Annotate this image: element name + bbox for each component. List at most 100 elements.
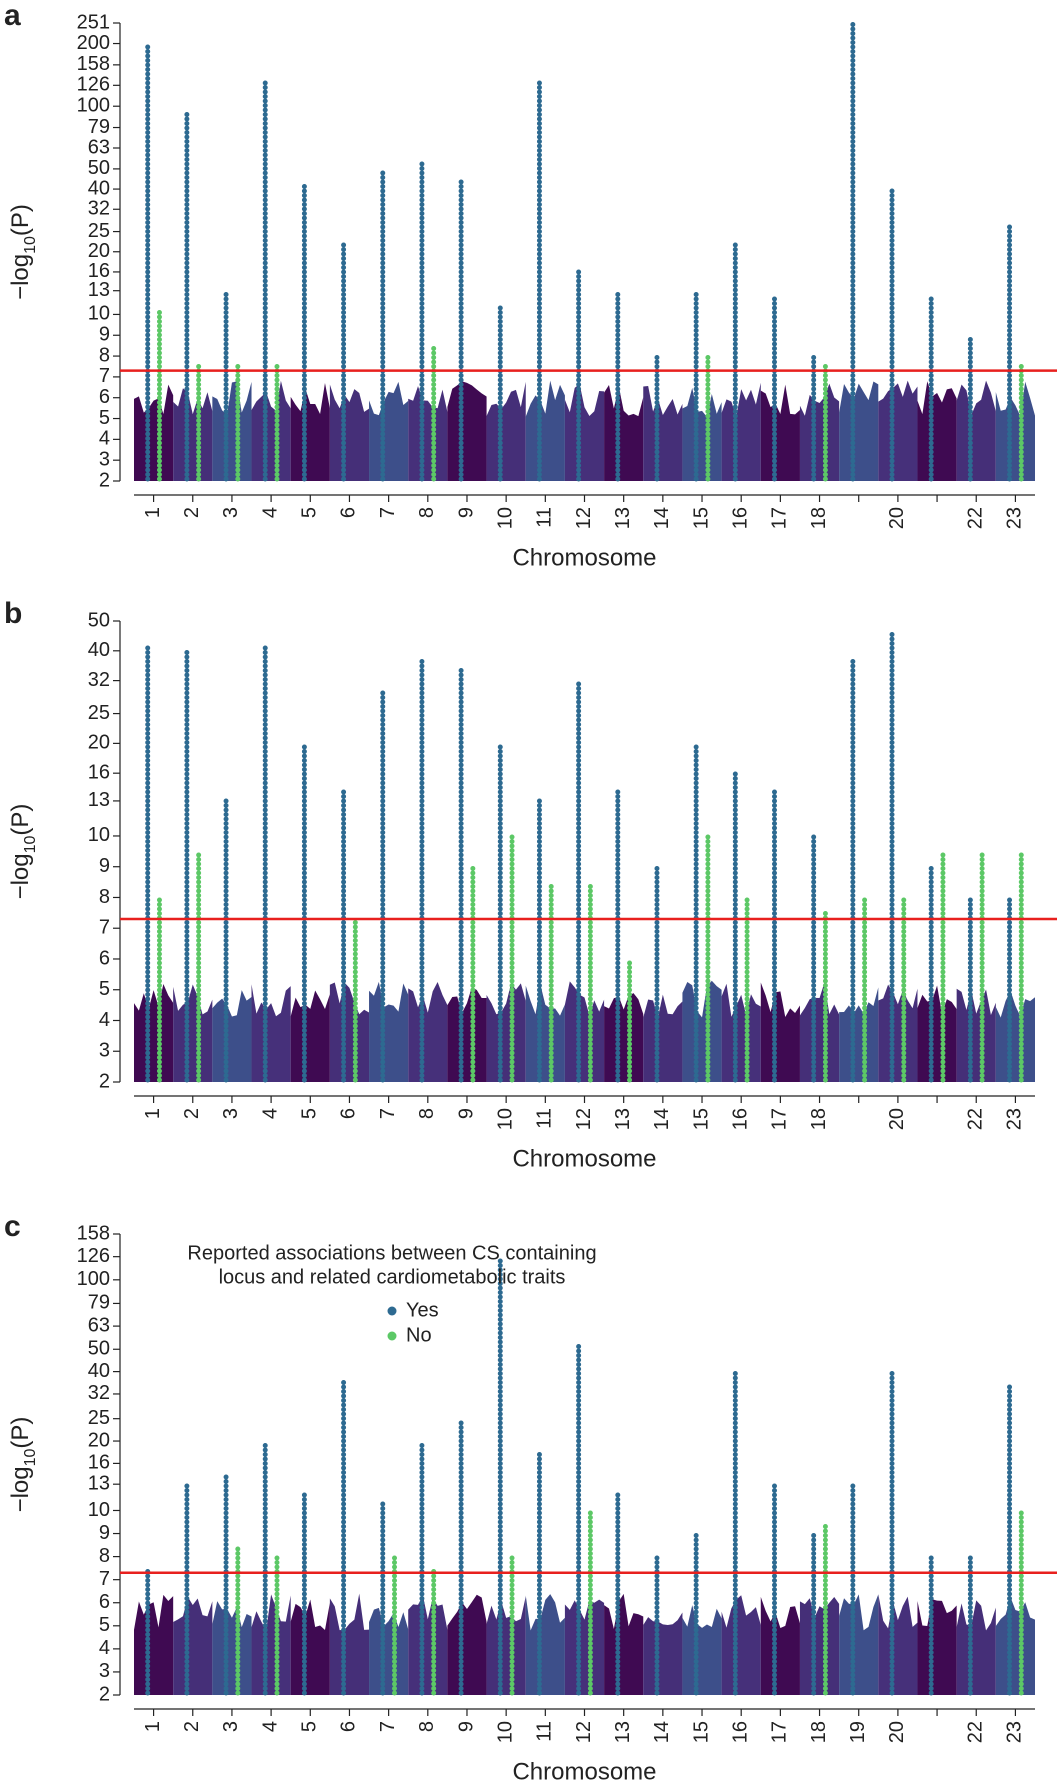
y-tick-label: 63	[88, 1314, 110, 1336]
x-tick-label: 14	[651, 507, 673, 529]
background-points	[995, 990, 1035, 1082]
y-tick-label: 2	[99, 469, 110, 491]
y-tick-label: 16	[88, 260, 110, 282]
y-tick-label: 20	[88, 240, 110, 262]
y-tick-label: 20	[88, 1429, 110, 1451]
y-label-part: −log	[7, 254, 34, 300]
panel-letter: b	[4, 597, 22, 630]
y-tick-label: 13	[88, 789, 110, 811]
y-tick-label: 8	[99, 1545, 110, 1567]
panel-letter: c	[4, 1210, 21, 1243]
x-tick-label: 5	[299, 507, 321, 518]
x-tick-label: 14	[651, 1108, 673, 1130]
background-points	[447, 381, 487, 481]
x-tick-label: 7	[377, 1108, 399, 1119]
background-points	[799, 982, 840, 1082]
x-tick-label: 13	[612, 1108, 634, 1130]
background-points	[643, 385, 683, 481]
background-points	[212, 381, 252, 481]
x-tick-label: 6	[338, 1721, 360, 1732]
background-points	[721, 1595, 761, 1695]
x-tick-label: 10	[494, 507, 516, 529]
background-points	[995, 381, 1035, 481]
background-points	[643, 1612, 683, 1695]
background-points	[173, 984, 213, 1082]
y-tick-label: 4	[99, 1009, 110, 1031]
x-tick-label: 1	[142, 507, 164, 518]
x-tick-label: 6	[338, 507, 360, 518]
background-points	[134, 983, 174, 1082]
background-points	[134, 384, 174, 481]
background-points	[760, 384, 800, 481]
background-points	[369, 381, 409, 481]
y-label-part: (P)	[7, 204, 34, 236]
background-points	[995, 1597, 1035, 1695]
y-tick-label: 9	[99, 324, 110, 346]
y-tick-label: 79	[88, 116, 110, 138]
background-points	[917, 1599, 957, 1695]
y-tick-label: 5	[99, 1614, 110, 1636]
background-points	[682, 980, 722, 1082]
x-tick-label: 12	[573, 1721, 595, 1743]
x-axis-label: Chromosome	[512, 544, 656, 571]
y-tick-label: 13	[88, 279, 110, 301]
background-points	[486, 1596, 526, 1695]
background-points	[878, 380, 918, 481]
x-tick-label: 22	[965, 507, 987, 529]
x-tick-label: 8	[416, 1108, 438, 1119]
x-tick-label: 9	[455, 1721, 477, 1732]
x-tick-label: 11	[534, 1108, 556, 1129]
x-tick-label: 7	[377, 507, 399, 518]
x-tick-label: 5	[299, 1721, 321, 1732]
y-tick-label: 10	[88, 303, 110, 325]
background-points	[956, 380, 996, 481]
background-points	[564, 384, 605, 481]
y-tick-label: 50	[88, 157, 110, 179]
x-tick-label: 20	[886, 1721, 908, 1743]
background-points	[956, 1600, 996, 1695]
y-tick-label: 8	[99, 344, 110, 366]
y-label-part: −log	[7, 853, 34, 899]
background-points	[878, 1594, 918, 1695]
x-tick-label: 13	[612, 1721, 634, 1743]
y-tick-label: 16	[88, 1452, 110, 1474]
x-tick-label: 17	[769, 1721, 791, 1743]
background-points	[799, 1597, 840, 1695]
y-tick-label: 25	[88, 220, 110, 242]
y-tick-label: 7	[99, 1568, 110, 1590]
background-points	[408, 1595, 448, 1695]
x-tick-label: 3	[220, 507, 242, 518]
x-tick-label: 22	[965, 1721, 987, 1743]
x-tick-label: 4	[259, 507, 281, 518]
background-points	[525, 984, 565, 1082]
x-tick-label: 4	[259, 1721, 281, 1732]
background-points	[447, 986, 487, 1082]
y-tick-label: 3	[99, 1040, 110, 1062]
background-points	[878, 984, 918, 1082]
y-axis-label: −log10(P)	[7, 204, 38, 300]
x-tick-label: 8	[416, 507, 438, 518]
background-points	[486, 983, 526, 1082]
y-label-part: 10	[22, 835, 39, 853]
x-tick-label: 10	[494, 1721, 516, 1743]
legend-label: Yes	[406, 1299, 439, 1321]
legend-title: Reported associations between CS contain…	[187, 1242, 596, 1264]
y-tick-label: 6	[99, 1591, 110, 1613]
y-tick-label: 6	[99, 386, 110, 408]
y-tick-label: 5	[99, 978, 110, 1000]
background-points	[212, 990, 252, 1082]
background-points	[251, 1594, 291, 1695]
background-points	[369, 1607, 409, 1695]
y-tick-label: 3	[99, 448, 110, 470]
x-tick-label: 3	[220, 1721, 242, 1732]
background-points	[604, 1593, 644, 1695]
x-tick-label: 17	[769, 507, 791, 529]
x-tick-label: 3	[220, 1108, 242, 1119]
background-points	[212, 1601, 252, 1695]
y-tick-label: 9	[99, 855, 110, 877]
y-tick-label: 25	[88, 702, 110, 724]
x-tick-label: 13	[612, 507, 634, 529]
background-points	[447, 1594, 487, 1695]
background-points	[251, 984, 291, 1082]
